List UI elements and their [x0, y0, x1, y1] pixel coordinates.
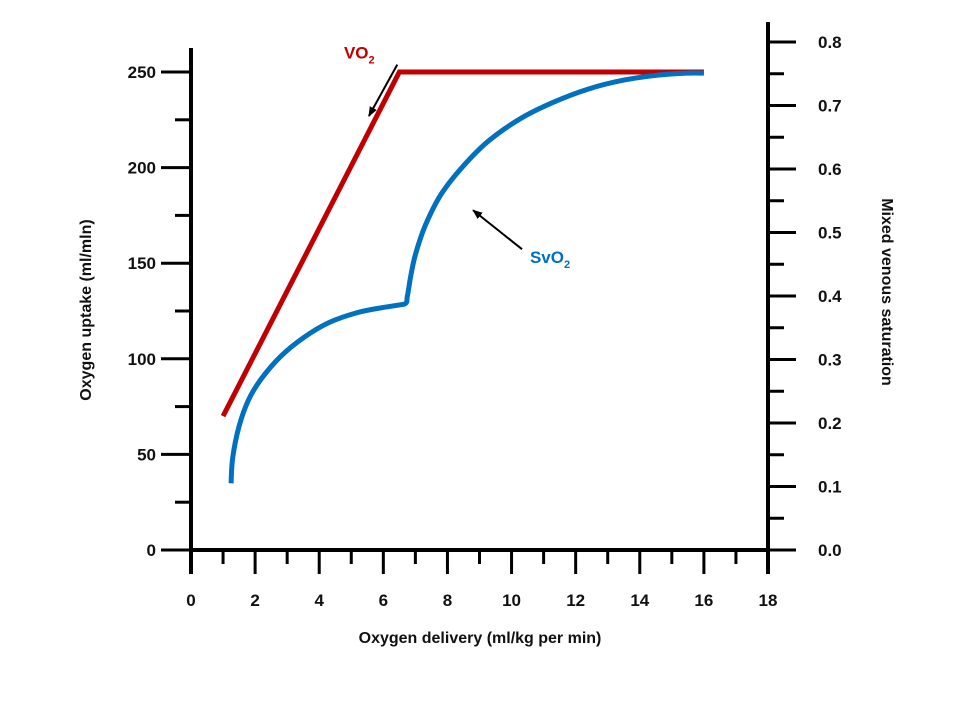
x-tick-label: 16 — [694, 591, 713, 610]
y2-tick-label: 0.5 — [818, 224, 842, 243]
y2-tick-label: 0.7 — [818, 97, 842, 116]
y2-tick-label: 0.2 — [818, 414, 842, 433]
y-tick-label: 100 — [128, 350, 156, 369]
y-tick-label: 200 — [128, 159, 156, 178]
series-label-vo2: VO2 — [344, 44, 375, 67]
x-tick-label: 18 — [759, 591, 778, 610]
series-line-svo2 — [228, 70, 704, 484]
x-axis-title: Oxygen delivery (ml/kg per min) — [359, 630, 602, 647]
x-tick-label: 8 — [443, 591, 452, 610]
x-tick-label: 14 — [630, 591, 649, 610]
y2-tick-label: 0.1 — [818, 478, 842, 497]
y-tick-label: 250 — [128, 63, 156, 82]
y2-tick-label: 0.6 — [818, 160, 842, 179]
series-line-vo2 — [220, 69, 704, 418]
y2-axis-title: Mixed venous saturation — [878, 198, 895, 386]
annotations: VO2 SvO2 — [344, 44, 570, 272]
annotation-arrow — [368, 64, 399, 117]
x-tick-label: 10 — [502, 591, 521, 610]
y2-tick-label: 0.4 — [818, 287, 842, 306]
y2-tick-label: 0.0 — [818, 541, 842, 560]
x-tick-label: 4 — [314, 591, 324, 610]
y-tick-label: 0 — [147, 541, 156, 560]
x-tick-label: 0 — [186, 591, 195, 610]
series-label-svo2: SvO2 — [530, 248, 570, 271]
y-tick-label: 50 — [137, 445, 156, 464]
x-tick-label: 12 — [566, 591, 585, 610]
x-tick-label: 6 — [379, 591, 388, 610]
annotation-arrow — [472, 209, 523, 250]
y2-tick-label: 0.8 — [818, 33, 842, 52]
y-axis-title: Oxygen uptake (ml/mln) — [78, 219, 95, 400]
y-tick-label: 150 — [128, 254, 156, 273]
y2-tick-label: 0.3 — [818, 351, 842, 370]
x-tick-label: 2 — [250, 591, 259, 610]
axes: 0 2 4 6 8 10 12 14 16 18 0 50 100 150 200 250 0.0 0.1 0.2 0… — [128, 22, 842, 610]
series-layer — [220, 69, 704, 484]
